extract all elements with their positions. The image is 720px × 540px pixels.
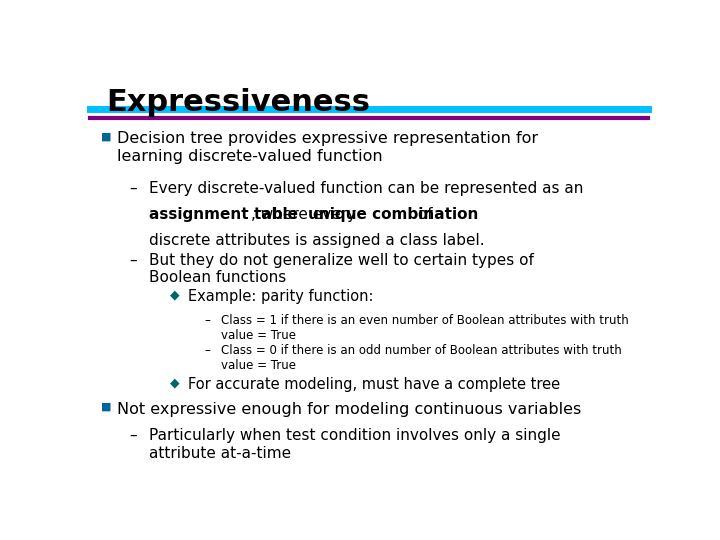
Text: ■: ■ xyxy=(101,131,112,141)
Text: –: – xyxy=(204,314,210,327)
Text: –: – xyxy=(204,344,210,357)
Text: But they do not generalize well to certain types of
Boolean functions: But they do not generalize well to certa… xyxy=(148,253,534,285)
Text: Expressiveness: Expressiveness xyxy=(107,87,371,117)
Text: Example: parity function:: Example: parity function: xyxy=(188,288,373,303)
Text: unique combination: unique combination xyxy=(308,207,479,222)
Text: Class = 0 if there is an odd number of Boolean attributes with truth
value = Tru: Class = 0 if there is an odd number of B… xyxy=(221,344,622,372)
Text: Particularly when test condition involves only a single
attribute at-a-time: Particularly when test condition involve… xyxy=(148,428,560,461)
Text: –: – xyxy=(129,181,137,196)
Text: –: – xyxy=(129,253,137,268)
Text: of: of xyxy=(413,207,432,222)
Text: –: – xyxy=(129,428,137,443)
Text: ■: ■ xyxy=(101,402,112,411)
Text: discrete attributes is assigned a class label.: discrete attributes is assigned a class … xyxy=(148,233,485,248)
Text: Every discrete-valued function can be represented as an: Every discrete-valued function can be re… xyxy=(148,181,583,196)
Text: , where every: , where every xyxy=(251,207,361,222)
Text: Decision tree provides expressive representation for
learning discrete-valued fu: Decision tree provides expressive repres… xyxy=(117,131,538,164)
Text: Not expressive enough for modeling continuous variables: Not expressive enough for modeling conti… xyxy=(117,402,581,416)
Text: ◆: ◆ xyxy=(170,377,179,390)
Text: ◆: ◆ xyxy=(170,288,179,301)
Text: For accurate modeling, must have a complete tree: For accurate modeling, must have a compl… xyxy=(188,377,559,392)
Text: Class = 1 if there is an even number of Boolean attributes with truth
value = Tr: Class = 1 if there is an even number of … xyxy=(221,314,629,342)
Text: assignment table: assignment table xyxy=(148,207,297,222)
